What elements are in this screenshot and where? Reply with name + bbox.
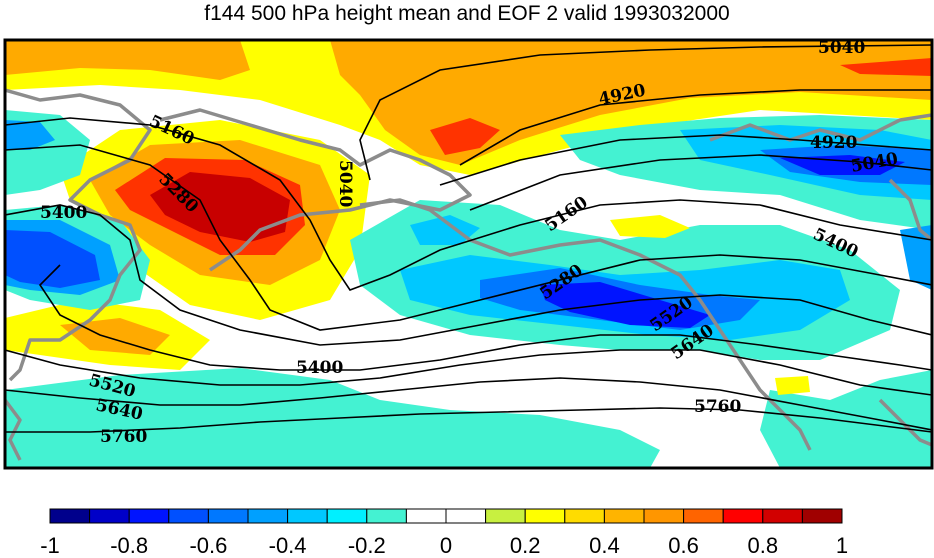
contour-label: 5760 — [694, 397, 741, 417]
negative-northeast-core — [780, 155, 905, 175]
colorbar-swatch — [207, 508, 249, 524]
colorbar-tick-label: 0.8 — [748, 533, 779, 558]
coastline-east — [888, 178, 932, 242]
contour-label: 5400 — [296, 358, 343, 378]
colorbar-swatch — [445, 508, 487, 524]
colorbar-swatch — [366, 508, 407, 524]
colorbar-tick-label: -0.8 — [110, 533, 148, 558]
contour-line-5640 — [5, 377, 932, 431]
contour-label: 5040 — [818, 38, 865, 58]
contour-line-4920-east — [439, 134, 932, 186]
contour-line-5040 — [359, 44, 932, 181]
orange-upper-left — [5, 40, 250, 80]
colorbar-tick-label: -0.2 — [348, 533, 386, 558]
colorbar-swatch — [485, 508, 526, 524]
colorbar-swatch — [405, 508, 447, 524]
coastline-southwest — [5, 398, 22, 461]
colorbar-tick-label: 0.4 — [589, 533, 620, 558]
colorbar-swatch — [49, 508, 91, 524]
coastline-north — [159, 108, 472, 272]
contour-label: 5760 — [100, 427, 147, 447]
negative-central-core — [540, 282, 710, 328]
red-patch-north — [430, 118, 500, 155]
negative-north-blue — [410, 215, 480, 245]
contour-line-5400-loop — [38, 264, 932, 371]
contour-line-5160 — [5, 117, 932, 291]
contour-line-5040-east — [469, 154, 932, 211]
colorbar-tick-label: 0.6 — [668, 533, 699, 558]
colorbar-swatch — [683, 508, 724, 524]
negative-southeast — [760, 370, 932, 468]
height-contours — [5, 44, 932, 433]
contour-line-5760 — [5, 407, 932, 433]
colorbar-tick-label: 1 — [836, 533, 848, 558]
colorbar-swatch — [564, 508, 605, 524]
light-blue-west-top — [5, 120, 55, 150]
map-title: f144 500 hPa height mean and EOF 2 valid… — [204, 2, 730, 25]
colorbar-swatch — [247, 508, 289, 524]
coastline-northeast — [709, 113, 932, 142]
contour-line-5400 — [5, 204, 932, 346]
colorbar-tick-label: -1 — [40, 533, 60, 558]
colorbar-swatch — [603, 508, 645, 524]
contour-line-4920 — [459, 89, 932, 166]
colorbar-swatch — [128, 508, 170, 524]
colorbar-swatch — [643, 508, 685, 524]
plot-frame — [3, 38, 934, 470]
coastline-west — [5, 88, 152, 382]
colorbar-swatch — [326, 508, 368, 524]
colorbar: -1 -0.8 -0.6 -0.4 -0.2 0 0.2 0.4 0.6 0.8 1 — [40, 508, 848, 558]
colorbar-swatch — [801, 508, 843, 524]
colorbar-tick-label: -0.4 — [269, 533, 307, 558]
colorbar-tick-label: 0 — [440, 533, 452, 558]
contour-label: 5040 — [335, 160, 355, 207]
contour-line-5520 — [5, 349, 932, 396]
shaded-field — [5, 40, 932, 468]
red-strip-east — [840, 58, 932, 76]
colorbar-swatch — [287, 508, 328, 524]
colorbar-tick-label: 0.2 — [510, 533, 541, 558]
colorbar-tick-label: -0.6 — [189, 533, 227, 558]
contour-line-5280 — [5, 144, 932, 331]
contour-label: 5400 — [40, 203, 87, 223]
positive-small-central — [610, 215, 690, 238]
negative-east-edge — [900, 225, 932, 290]
colorbar-swatch — [762, 508, 803, 524]
contour-label: 4920 — [810, 133, 857, 153]
positive-small-southeast — [775, 376, 810, 395]
colorbar-swatch — [168, 508, 209, 524]
colorbar-swatch — [524, 508, 566, 524]
colorbar-swatch — [722, 508, 764, 524]
colorbar-swatch — [89, 508, 130, 524]
positive-southwest-orange — [60, 318, 170, 355]
negative-west-core — [5, 230, 100, 288]
